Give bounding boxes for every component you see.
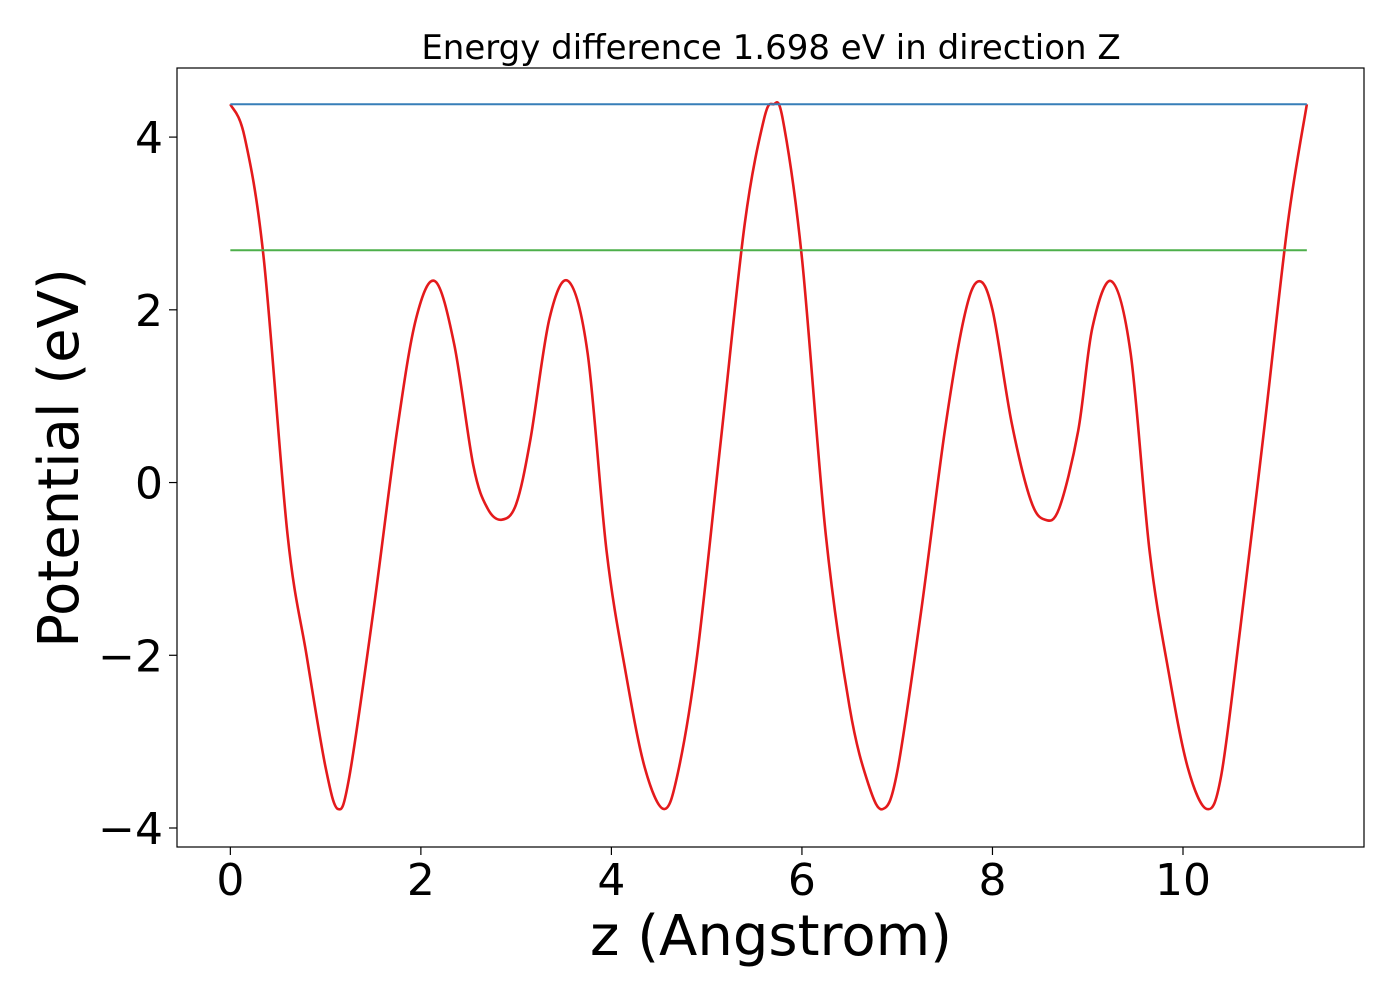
x-tick-label: 2 (407, 855, 435, 906)
x-tick-label: 8 (978, 855, 1006, 906)
series-layer (229, 101, 1309, 811)
x-axis-label: z (Angstrom) (590, 904, 952, 969)
x-tick-label: 6 (788, 855, 816, 906)
y-tick-label: 0 (135, 459, 163, 510)
y-tick-label: 4 (135, 113, 163, 164)
chart-title: Energy difference 1.698 eV in direction … (421, 28, 1120, 68)
plot-frame (176, 67, 1365, 848)
y-axis-label: Potential (eV) (27, 268, 92, 648)
x-tick-label: 4 (597, 855, 625, 906)
tick-layer: 0 2 4 6 8 10 −4 −2 0 2 4 (98, 113, 1211, 906)
x-tick-label: 10 (1155, 855, 1211, 906)
y-tick-label: 2 (135, 286, 163, 337)
series-line-1 (229, 101, 1309, 811)
y-tick-label: −4 (98, 804, 163, 855)
y-tick-label: −2 (98, 631, 163, 682)
x-tick-label: 0 (216, 855, 244, 906)
